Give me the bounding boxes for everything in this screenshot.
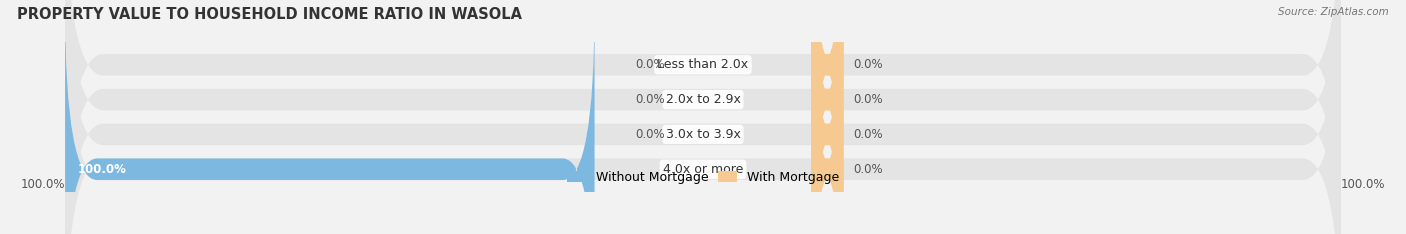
Text: 0.0%: 0.0% — [636, 128, 665, 141]
Text: 0.0%: 0.0% — [636, 58, 665, 71]
Text: 0.0%: 0.0% — [853, 128, 883, 141]
FancyBboxPatch shape — [65, 6, 595, 234]
Text: 4.0x or more: 4.0x or more — [662, 163, 744, 176]
Text: 3.0x to 3.9x: 3.0x to 3.9x — [665, 128, 741, 141]
FancyBboxPatch shape — [811, 0, 844, 228]
Text: Source: ZipAtlas.com: Source: ZipAtlas.com — [1278, 7, 1389, 17]
Text: 0.0%: 0.0% — [636, 93, 665, 106]
FancyBboxPatch shape — [65, 0, 1341, 234]
Text: 0.0%: 0.0% — [853, 58, 883, 71]
Text: 2.0x to 2.9x: 2.0x to 2.9x — [665, 93, 741, 106]
Text: PROPERTY VALUE TO HOUSEHOLD INCOME RATIO IN WASOLA: PROPERTY VALUE TO HOUSEHOLD INCOME RATIO… — [17, 7, 522, 22]
FancyBboxPatch shape — [811, 0, 844, 234]
Text: 100.0%: 100.0% — [77, 163, 127, 176]
FancyBboxPatch shape — [811, 6, 844, 234]
FancyBboxPatch shape — [811, 0, 844, 234]
Text: 100.0%: 100.0% — [1341, 178, 1385, 191]
FancyBboxPatch shape — [65, 0, 1341, 234]
Text: 0.0%: 0.0% — [853, 163, 883, 176]
Text: Less than 2.0x: Less than 2.0x — [658, 58, 748, 71]
Text: 100.0%: 100.0% — [21, 178, 65, 191]
FancyBboxPatch shape — [65, 0, 1341, 234]
Legend: Without Mortgage, With Mortgage: Without Mortgage, With Mortgage — [562, 166, 844, 189]
FancyBboxPatch shape — [65, 0, 1341, 234]
Text: 0.0%: 0.0% — [853, 93, 883, 106]
